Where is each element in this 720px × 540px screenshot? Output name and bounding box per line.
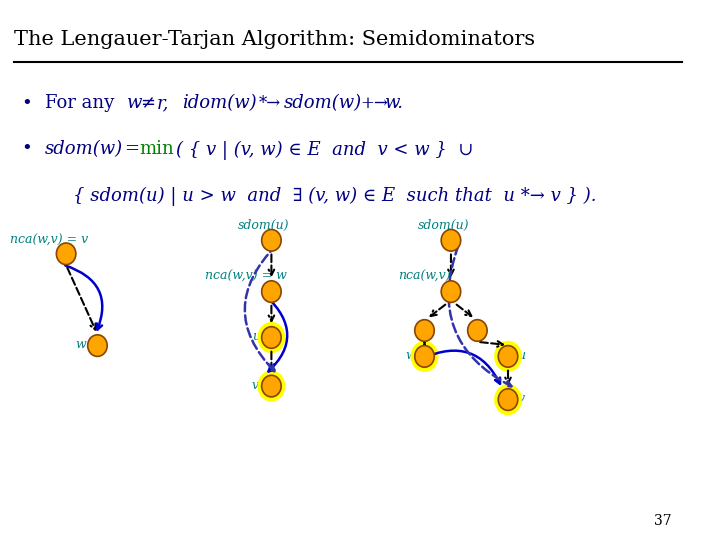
Text: The Lengauer-Tarjan Algorithm: Semidominators: The Lengauer-Tarjan Algorithm: Semidomin… [14, 30, 535, 49]
Text: 37: 37 [654, 514, 672, 528]
Text: sdom(w): sdom(w) [284, 94, 362, 112]
Text: v: v [517, 392, 524, 405]
Text: =: = [124, 140, 139, 158]
Ellipse shape [441, 281, 461, 302]
Ellipse shape [494, 341, 522, 372]
Text: u: u [252, 330, 260, 343]
Ellipse shape [415, 346, 434, 367]
Text: nca(w,v) = v: nca(w,v) = v [10, 234, 89, 247]
Text: ≠: ≠ [140, 94, 156, 112]
Text: w: w [75, 338, 86, 351]
Ellipse shape [258, 322, 285, 353]
Text: nca(w,v): nca(w,v) [398, 270, 451, 283]
Text: w.: w. [384, 94, 404, 112]
Text: sdom(u): sdom(u) [418, 219, 469, 232]
Text: w: w [127, 94, 143, 112]
Text: +→: +→ [361, 94, 388, 111]
Ellipse shape [261, 327, 281, 348]
Text: *→: *→ [259, 94, 281, 111]
Text: idom(w): idom(w) [182, 94, 257, 112]
Ellipse shape [494, 384, 522, 415]
Text: { sdom(u) | u > w  and  ∃ (v, w) ∈ E  such that  u *→ v } ).: { sdom(u) | u > w and ∃ (v, w) ∈ E such … [73, 186, 597, 206]
Ellipse shape [261, 375, 281, 397]
Text: sdom(u): sdom(u) [238, 219, 289, 232]
Ellipse shape [88, 335, 107, 356]
Text: r,: r, [156, 94, 169, 112]
Text: u: u [517, 349, 525, 362]
Ellipse shape [410, 341, 438, 372]
Text: min: min [139, 140, 174, 158]
Ellipse shape [258, 370, 285, 402]
Text: •: • [21, 94, 32, 112]
Ellipse shape [56, 243, 76, 265]
Text: nca(w,v) = w: nca(w,v) = w [205, 270, 287, 283]
Text: For any: For any [45, 94, 114, 112]
Text: ( { v | (v, w) ∈ E  and  v < w }  ∪: ( { v | (v, w) ∈ E and v < w } ∪ [176, 140, 474, 160]
Text: •: • [21, 140, 32, 158]
Ellipse shape [441, 230, 461, 251]
Ellipse shape [415, 320, 434, 341]
Ellipse shape [261, 230, 281, 251]
Text: w: w [405, 349, 415, 362]
Ellipse shape [498, 389, 518, 410]
Text: sdom(w): sdom(w) [45, 140, 123, 158]
Text: v: v [252, 379, 259, 392]
Ellipse shape [261, 281, 281, 302]
Ellipse shape [468, 320, 487, 341]
Ellipse shape [498, 346, 518, 367]
